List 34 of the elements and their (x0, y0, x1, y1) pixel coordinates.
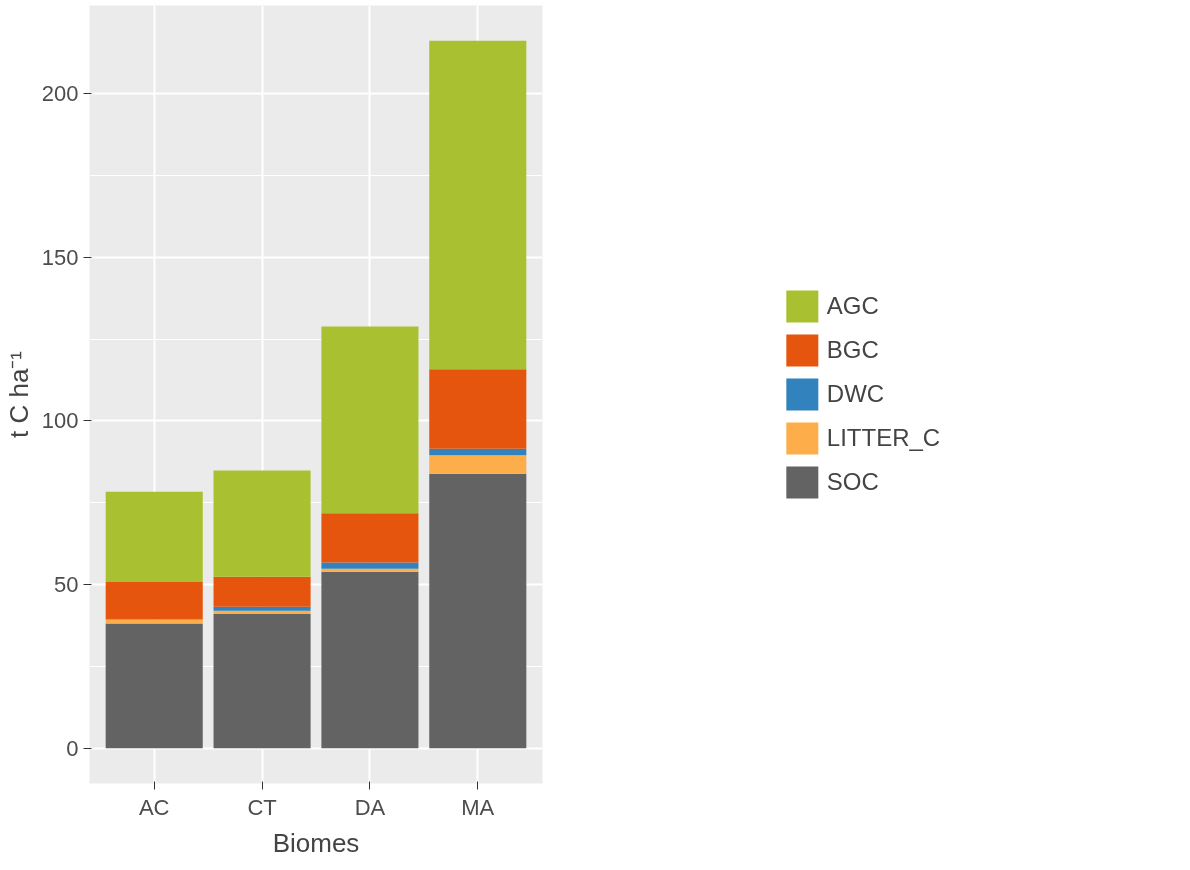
y-tick-label: 0 (66, 735, 79, 761)
legend-label: BGC (826, 336, 879, 364)
bar (429, 473, 527, 749)
bar (213, 470, 311, 577)
bar (321, 513, 419, 563)
bar (213, 576, 311, 607)
bar (213, 606, 311, 611)
y-tick-label: 100 (41, 408, 79, 434)
bar (429, 40, 527, 370)
legend-label: DWC (826, 380, 885, 408)
x-tick-label: DA (354, 794, 386, 820)
bar (321, 562, 419, 569)
y-tick-label: 200 (41, 81, 79, 107)
y-tick-label: 50 (54, 572, 79, 597)
bar (105, 491, 203, 582)
x-tick-label: CT (247, 794, 277, 820)
bar (105, 623, 203, 749)
x-tick-label: MA (461, 794, 495, 820)
bar (429, 455, 527, 474)
bar (321, 571, 419, 749)
legend-label: SOC (826, 468, 879, 496)
y-tick-label: 150 (41, 244, 79, 270)
legend-label: LITTER_C (826, 424, 941, 452)
legend-label: AGC (826, 292, 879, 320)
y-axis-title: t C ha⁻¹ (3, 350, 34, 439)
bar (321, 326, 419, 514)
x-tick-label: AC (138, 794, 170, 820)
bar (321, 568, 419, 572)
bar (213, 613, 311, 749)
bar (429, 448, 527, 456)
bar (105, 581, 203, 620)
bar (429, 369, 527, 449)
bar (213, 610, 311, 614)
x-axis-title: Biomes (272, 827, 360, 858)
